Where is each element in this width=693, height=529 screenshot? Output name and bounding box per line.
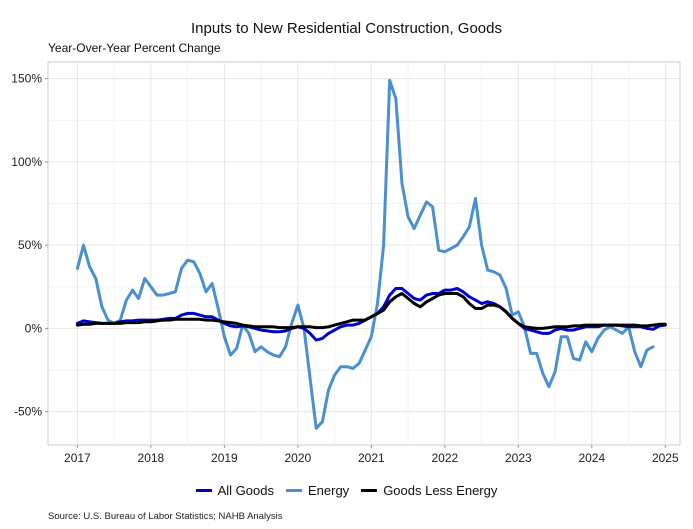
series-lines	[75, 78, 667, 430]
x-tick-label: 2022	[431, 451, 458, 465]
legend-item-energy: Energy	[285, 483, 350, 498]
x-tick-label: 2019	[211, 451, 238, 465]
legend-item-goods-less-energy: Goods Less Energy	[361, 483, 497, 498]
legend-swatch-all-goods	[195, 489, 212, 492]
x-tick-label: 2017	[64, 451, 91, 465]
series-line-goods-less-energy	[75, 292, 667, 330]
legend-label-goods-less-energy: Goods Less Energy	[383, 483, 498, 498]
y-tick-label: -50%	[14, 405, 42, 419]
series-line-energy	[75, 78, 655, 430]
legend-label-all-goods: All Goods	[217, 483, 274, 498]
legend-swatch-energy	[285, 489, 302, 492]
legend: All Goods Energy Goods Less Energy	[0, 483, 693, 498]
y-tick-label: 100%	[11, 155, 42, 169]
x-tick-label: 2024	[578, 451, 605, 465]
chart-title: Inputs to New Residential Construction, …	[191, 20, 502, 37]
x-tick-label: 2021	[358, 451, 385, 465]
legend-item-all-goods: All Goods	[195, 483, 274, 498]
y-tick-label: 0%	[25, 321, 43, 335]
axis-ticks: 2017 2018 2019 2020 2021 2022 2023 2024 2025 -50%…	[11, 72, 679, 465]
y-tick-label: 50%	[18, 238, 42, 252]
grid-lines	[48, 62, 680, 445]
legend-label-energy: Energy	[307, 483, 350, 498]
source-note: Source: U.S. Bureau of Labor Statistics;…	[48, 511, 283, 522]
y-tick-label: 150%	[11, 72, 42, 86]
chart-subtitle: Year-Over-Year Percent Change	[48, 41, 221, 55]
plot-panel	[47, 61, 681, 446]
legend-swatch-goods-less-energy	[361, 489, 378, 492]
x-tick-label: 2023	[505, 451, 532, 465]
x-tick-label: 2018	[138, 451, 165, 465]
x-tick-label: 2025	[652, 451, 679, 465]
x-tick-label: 2020	[285, 451, 312, 465]
